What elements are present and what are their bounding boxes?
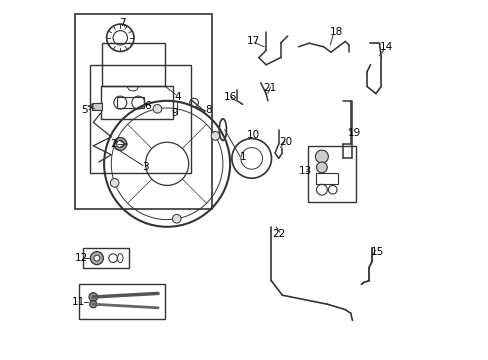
Text: 21: 21 — [263, 83, 276, 93]
Text: 18: 18 — [329, 27, 342, 37]
Circle shape — [315, 150, 328, 163]
Text: 7: 7 — [119, 18, 125, 28]
Bar — [89, 65, 190, 173]
Circle shape — [211, 132, 219, 140]
Circle shape — [316, 162, 326, 173]
Text: 10: 10 — [246, 130, 260, 140]
Bar — [307, 146, 355, 202]
Text: 4: 4 — [174, 92, 181, 102]
Text: 5: 5 — [81, 105, 87, 115]
Text: 12: 12 — [74, 253, 87, 263]
Text: 3: 3 — [142, 162, 148, 172]
Circle shape — [110, 179, 119, 187]
Bar — [91, 103, 102, 110]
Circle shape — [94, 255, 100, 261]
Text: 15: 15 — [370, 247, 384, 257]
Text: 1: 1 — [239, 152, 245, 162]
Text: 8: 8 — [205, 105, 211, 115]
Circle shape — [90, 252, 103, 265]
Text: 13: 13 — [298, 166, 311, 176]
Text: 22: 22 — [271, 229, 285, 239]
Text: 17: 17 — [246, 36, 260, 46]
Bar — [82, 248, 129, 268]
Circle shape — [114, 138, 126, 150]
Text: 16: 16 — [223, 92, 236, 102]
Circle shape — [89, 301, 97, 308]
Bar — [79, 284, 165, 319]
Circle shape — [117, 140, 123, 148]
Text: 19: 19 — [347, 128, 360, 138]
Circle shape — [153, 104, 162, 113]
Bar — [101, 86, 172, 119]
Text: 11: 11 — [72, 297, 85, 307]
Bar — [102, 43, 165, 86]
Bar — [75, 14, 212, 209]
Text: 9: 9 — [171, 108, 177, 118]
Text: 6: 6 — [143, 101, 150, 111]
Text: 2: 2 — [110, 139, 116, 149]
Text: 20: 20 — [279, 137, 292, 147]
Circle shape — [89, 293, 98, 301]
Text: 14: 14 — [379, 42, 392, 52]
Circle shape — [172, 215, 181, 223]
Bar — [316, 173, 337, 184]
Bar — [117, 97, 143, 108]
